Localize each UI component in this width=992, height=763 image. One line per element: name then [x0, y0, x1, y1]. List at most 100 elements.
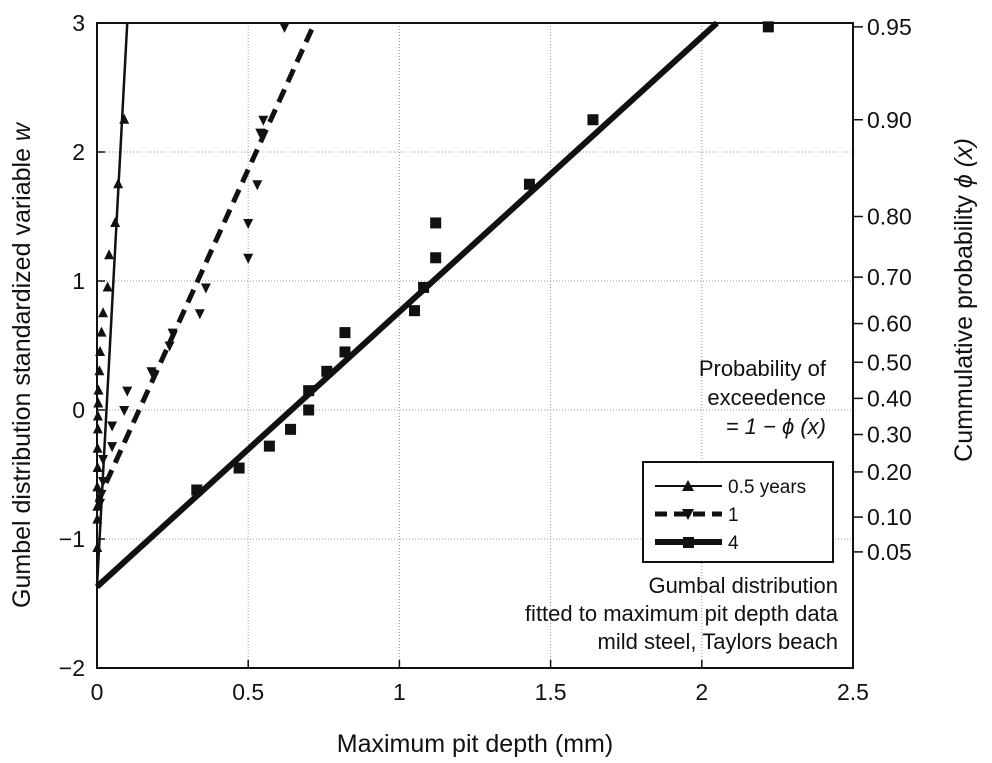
data-point-triangle-down	[252, 180, 263, 191]
y-axis-title: Gumbel distribution standardized variabl…	[8, 121, 36, 608]
data-point-triangle-up	[96, 326, 107, 337]
grid	[97, 23, 853, 668]
data-point-triangle-up	[110, 216, 121, 227]
data-point-square	[339, 346, 351, 358]
x-tick-label: 2.5	[837, 679, 869, 705]
y-axis-ticks: −2 −1 0 1 2 3	[59, 10, 105, 681]
y2-tick-label: 0.10	[867, 504, 912, 530]
x-axis-ticks: 0 0.5 1 1.5 2 2.5	[91, 660, 869, 705]
data-point-triangle-down	[194, 309, 205, 320]
y2-tick-label: 0.60	[867, 311, 912, 337]
data-point-triangle-down	[164, 341, 175, 352]
legend-entry-0.5-years: 0.5 years	[655, 477, 806, 498]
legend: 0.5 years 1 4	[642, 461, 834, 563]
y2-tick-label: 0.70	[867, 264, 912, 290]
data-point-square	[285, 423, 297, 435]
data-point-square	[587, 114, 599, 126]
caption-line-3: mild steel, Taylors beach	[598, 629, 839, 654]
data-point-square	[233, 462, 245, 474]
exceedence-annotation: Probability of exceedence = 1 − ϕ (x)	[699, 356, 827, 439]
series-1	[94, 22, 314, 509]
data-point-triangle-up	[93, 397, 104, 408]
y-tick-label: 2	[72, 139, 85, 165]
data-point-square	[263, 440, 275, 452]
y2-tick-label: 0.30	[867, 422, 912, 448]
fit-line	[94, 28, 314, 504]
caption-line-2: fitted to maximum pit depth data	[525, 601, 839, 626]
data-point-square	[321, 365, 333, 377]
x-tick-label: 1.5	[535, 679, 567, 705]
y-tick-label: −1	[59, 526, 85, 552]
legend-label-0.5-years: 0.5 years	[728, 477, 806, 498]
y-axis-title-variable: w	[8, 121, 36, 141]
legend-entry-1: 1	[655, 505, 739, 526]
y2-tick-label: 0.20	[867, 459, 912, 485]
data-point-triangle-down	[146, 367, 157, 378]
y-tick-label: 1	[72, 268, 85, 294]
data-point-triangle-down	[98, 476, 109, 487]
data-point-square	[339, 327, 351, 339]
exceedence-line-3: = 1 − ϕ (x)	[726, 414, 826, 439]
data-point-square	[430, 217, 442, 229]
caption-annotation: Gumbal distribution fitted to maximum pi…	[525, 573, 839, 654]
series-layer	[92, 20, 774, 589]
data-point-square	[523, 178, 535, 190]
data-point-triangle-down	[255, 128, 266, 139]
y-tick-label: 0	[72, 397, 85, 423]
data-point-triangle-down	[107, 421, 118, 432]
x-tick-label: 0	[91, 679, 104, 705]
legend-entry-4: 4	[655, 533, 739, 554]
data-point-triangle-down	[98, 455, 109, 466]
legend-label-4: 4	[728, 533, 739, 554]
legend-triangle-up-marker	[682, 480, 694, 491]
exceedence-line-2: exceedence	[707, 385, 826, 410]
y2-tick-label: 0.90	[867, 107, 912, 133]
data-point-square	[303, 404, 315, 416]
y-axis-title-text: Gumbel distribution standardized variabl…	[8, 141, 36, 608]
plot-frame	[96, 22, 854, 669]
x-tick-label: 2	[695, 679, 708, 705]
y-tick-label: −2	[59, 655, 85, 681]
data-point-square	[303, 385, 315, 397]
data-point-square	[430, 252, 442, 264]
data-point-triangle-down	[107, 442, 118, 453]
data-point-triangle-up	[98, 307, 109, 318]
legend-triangle-down-marker	[682, 509, 694, 520]
data-point-triangle-down	[243, 253, 254, 264]
data-point-square	[418, 281, 430, 293]
y-tick-label: 3	[72, 10, 85, 36]
legend-label-1: 1	[728, 505, 739, 526]
data-point-square	[409, 305, 421, 317]
caption-line-1: Gumbal distribution	[648, 573, 838, 598]
x-tick-label: 0.5	[232, 679, 264, 705]
x-tick-label: 1	[393, 679, 406, 705]
y2-axis-ticks: 0.95 0.90 0.80 0.70 0.60 0.50 0.40 0.30 0.20 0.10…	[853, 14, 912, 565]
data-point-triangle-up	[93, 384, 104, 395]
y2-tick-label: 0.50	[867, 349, 912, 375]
data-point-triangle-up	[102, 281, 113, 292]
data-point-triangle-down	[258, 115, 269, 126]
fit-line	[94, 20, 719, 589]
y2-axis-title-variable: ϕ (x)	[950, 138, 978, 188]
legend-square-marker	[683, 537, 694, 548]
data-point-triangle-down	[243, 218, 254, 229]
data-point-triangle-down	[167, 328, 178, 339]
x-axis-title: Maximum pit depth (mm)	[337, 730, 613, 758]
y2-tick-label: 0.95	[867, 14, 912, 40]
data-point-triangle-up	[94, 365, 105, 376]
data-point-triangle-down	[96, 489, 107, 500]
data-point-triangle-down	[119, 406, 130, 416]
y2-tick-label: 0.05	[867, 539, 912, 565]
data-point-triangle-down	[122, 386, 133, 397]
data-point-triangle-up	[113, 178, 124, 189]
data-point-triangle-up	[104, 249, 115, 260]
y2-tick-label: 0.40	[867, 385, 912, 411]
y2-tick-label: 0.80	[867, 204, 912, 230]
data-point-square	[762, 21, 774, 33]
data-point-triangle-up	[119, 113, 130, 124]
y2-axis-title: Cummulative probability ϕ (x)	[950, 138, 978, 462]
data-point-triangle-down	[200, 283, 211, 294]
exceedence-line-1: Probability of	[699, 356, 827, 381]
series-4	[94, 20, 774, 589]
